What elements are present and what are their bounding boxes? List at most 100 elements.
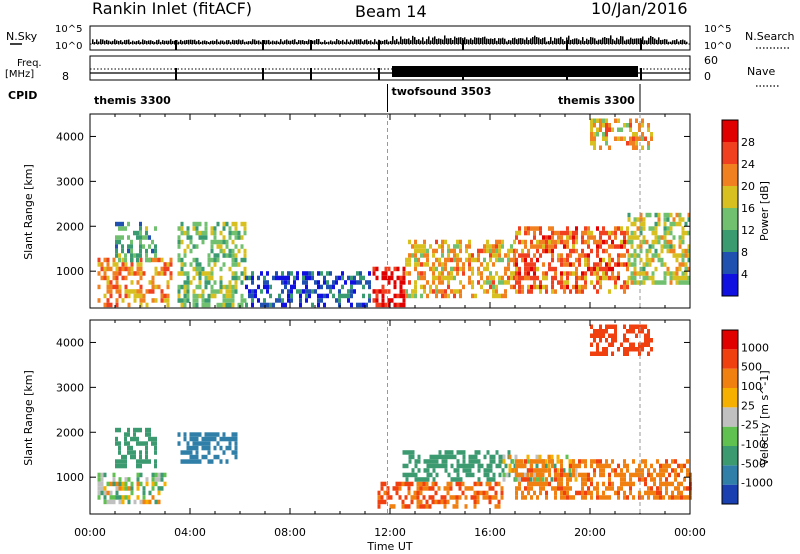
scatter-cell-3 [368, 293, 371, 299]
scatter-cell-5 [547, 463, 551, 469]
scatter-cell-6 [563, 244, 566, 249]
nsky-bar [266, 40, 268, 44]
scatter-cell-2 [207, 436, 211, 442]
colorbar-swatch [722, 164, 738, 186]
scatter-cell-1 [145, 427, 148, 433]
scatter-cell-6 [602, 230, 605, 236]
scatter-cell-4 [372, 266, 376, 272]
scatter-cell-7 [663, 275, 667, 281]
nsky-bar [242, 39, 244, 44]
scatter-cell-2 [198, 293, 202, 299]
scatter-cell-5 [574, 472, 578, 478]
scatter-cell-4 [492, 454, 496, 460]
scatter-cell-2 [216, 221, 220, 227]
scatter-cell-1 [139, 463, 142, 469]
scatter-cell-2 [213, 257, 217, 263]
scatter-cell-4 [381, 284, 385, 290]
colorbar-swatch [722, 252, 738, 274]
scatter-cell-3 [335, 275, 338, 281]
scatter-cell-6 [527, 481, 530, 487]
scatter-cell-4 [399, 280, 403, 285]
scatter-cell-4 [402, 302, 406, 308]
scatter-cell-0 [157, 477, 161, 482]
nsky-bar [194, 39, 196, 44]
scatter-cell-6 [629, 486, 632, 491]
nsky-bar [164, 40, 166, 44]
scatter-cell-8 [635, 136, 638, 141]
nsky-bar [146, 40, 148, 44]
scatter-cell-7 [660, 280, 664, 285]
scatter-cell-3 [500, 486, 504, 491]
nsky-bar [630, 37, 632, 44]
scatter-cell-6 [566, 226, 569, 231]
scatter-cell-7 [630, 275, 634, 281]
scatter-cell-6 [560, 284, 563, 290]
scatter-cell-1 [151, 248, 154, 254]
scatter-cell-4 [474, 459, 478, 464]
scatter-cell-4 [408, 454, 412, 460]
scatter-cell-2 [234, 450, 238, 455]
scatter-cell-5 [408, 262, 411, 267]
scatter-cell-3 [296, 289, 299, 294]
scatter-cell-6 [596, 226, 599, 231]
scatter-cell-5 [441, 275, 444, 281]
scatter-cell-6 [581, 459, 584, 464]
scatter-cell-2 [207, 275, 211, 281]
scatter-cell-5 [432, 275, 435, 281]
scatter-cell-7 [647, 329, 650, 334]
scatter-cell-1 [124, 441, 127, 446]
nsky-bar [330, 40, 332, 44]
scatter-cell-3 [320, 271, 323, 276]
scatter-cell-5 [444, 293, 447, 299]
scatter-cell-1 [121, 459, 124, 464]
scatter-cell-4 [462, 450, 466, 455]
scatter-cell-1 [154, 463, 157, 469]
scatter-cell-5 [456, 244, 459, 249]
scatter-cell-6 [620, 477, 623, 482]
scatter-cell-6 [545, 481, 548, 487]
nsky-bar [124, 40, 126, 44]
scatter-cell-6 [542, 244, 545, 249]
scatter-cell-7 [596, 342, 599, 347]
scatter-cell-0 [124, 477, 128, 482]
scatter-cell-5 [450, 289, 453, 294]
nsky-bar [596, 40, 598, 44]
scatter-cell-2 [198, 271, 202, 276]
scatter-cell-1 [139, 450, 142, 455]
scatter-cell-5 [441, 280, 444, 285]
scatter-cell-3 [368, 271, 371, 276]
freq-dense-block [392, 66, 638, 77]
scatter-cell-5 [447, 271, 450, 276]
colorbar-tick-label: 500 [741, 361, 762, 374]
scatter-cell-3 [269, 284, 272, 290]
scatter-cell-6 [557, 253, 560, 258]
scatter-cell-0 [163, 481, 167, 487]
scatter-cell-2 [225, 289, 229, 294]
scatter-cell-0 [106, 481, 110, 487]
scatter-cell-2 [204, 302, 208, 308]
scatter-cell-6 [623, 253, 626, 258]
scatter-cell-6 [554, 271, 557, 276]
scatter-cell-6 [617, 257, 620, 263]
scatter-cell-4 [507, 450, 511, 455]
scatter-cell-7 [627, 253, 631, 258]
scatter-cell-6 [617, 253, 620, 258]
nsky-bar [442, 39, 444, 44]
scatter-cell-6 [551, 486, 554, 491]
scatter-cell-1 [127, 450, 130, 455]
scatter-cell-3 [389, 504, 393, 509]
scatter-cell-5 [510, 284, 513, 290]
scatter-cell-2 [186, 226, 190, 231]
scatter-cell-7 [635, 333, 638, 338]
scatter-cell-6 [554, 472, 557, 478]
scatter-cell-6 [551, 230, 554, 236]
scatter-cell-0 [121, 298, 125, 303]
scatter-cell-0 [106, 302, 110, 308]
scatter-cell-5 [435, 248, 438, 254]
scatter-cell-6 [557, 239, 560, 245]
scatter-cell-1 [145, 459, 148, 464]
scatter-cell-6 [587, 244, 590, 249]
scatter-cell-3 [392, 486, 396, 491]
scatter-cell-6 [680, 490, 683, 496]
scatter-cell-7 [654, 226, 658, 231]
